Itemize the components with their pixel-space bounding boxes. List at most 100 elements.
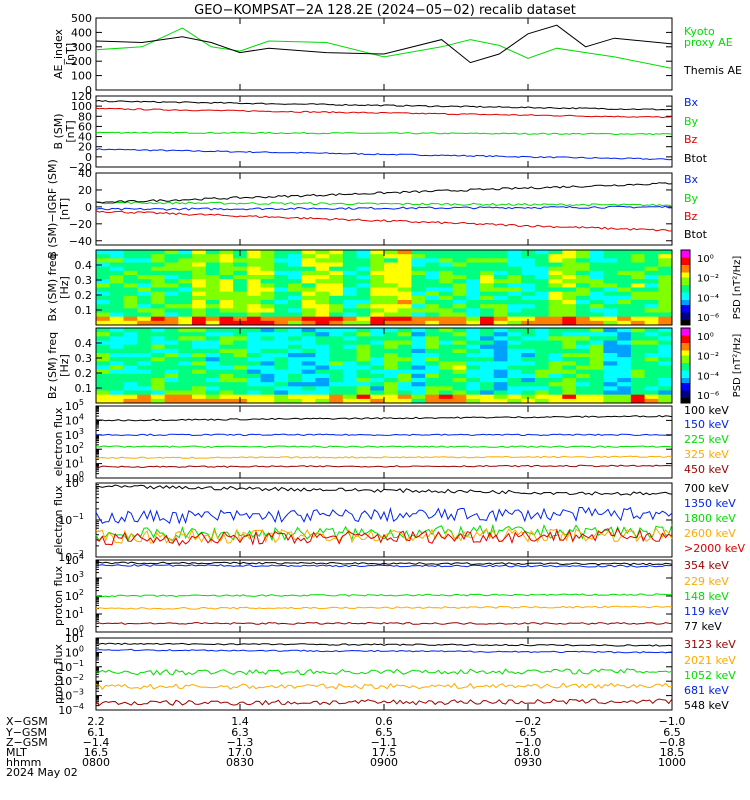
legend-label-8-1: 354 keV: [684, 559, 729, 572]
ytick-label: −20: [69, 161, 92, 174]
ylabel-electron-flux-2: electron flux: [52, 485, 65, 554]
legend-label-8-4: 119 keV: [684, 605, 729, 618]
series-line-7-4: [95, 527, 673, 545]
ytick-label: 20: [78, 184, 92, 197]
legend-label-2-1: Bx: [684, 96, 699, 109]
footer-value-hhmm: 1000: [658, 756, 686, 769]
colorbar-tick-label: 10⁻⁶: [697, 391, 719, 402]
legend-label-8-2: 229 keV: [684, 575, 729, 588]
series-line-3-2: [95, 201, 673, 207]
ylabel-proton-flux-1: proton flux: [52, 566, 65, 626]
footer-value-x: 2.2: [87, 715, 105, 728]
ytick-label: 100: [71, 100, 92, 113]
colorbar-tick-label: 10⁻⁶: [697, 313, 719, 324]
series-line-7-2: [95, 506, 673, 525]
legend-label-6-1: 100 keV: [684, 404, 729, 417]
series-line-8-2: [95, 605, 673, 610]
series-line-6-5: [95, 464, 673, 468]
footer-value-y: 6.1: [87, 726, 105, 739]
footer-row-label: MLT: [6, 746, 27, 759]
series-line-9-1: [95, 698, 673, 707]
spectrogram-5: [96, 328, 673, 404]
colorbar-label: PSD [nT²/Hz]: [732, 256, 743, 320]
footer-value-x: −1.0: [659, 715, 686, 728]
ytick-label: 400: [71, 26, 92, 39]
legend-label-1-1: Kyoto: [684, 25, 715, 38]
ylabel-spectrogram-5: Bz (SM) freq[Hz]: [46, 332, 71, 399]
series-line-2-2: [95, 131, 673, 136]
series-line-3-3: [95, 210, 673, 232]
ytick-label: 0.4: [75, 337, 93, 350]
legend-label-8-5: 77 keV: [684, 620, 722, 633]
legend-label-9-4: 681 keV: [684, 684, 729, 697]
colorbar-5: [680, 327, 691, 404]
series-line-8-3: [95, 593, 673, 598]
colorbar-4: [680, 249, 691, 326]
plot-title: GEO−KOMPSAT−2A 128.2E (2024−05−02) recal…: [194, 3, 576, 18]
legend-label-3-4: Btot: [684, 228, 708, 241]
ytick-label: −40: [69, 235, 92, 248]
legend-label-7-5: >2000 keV: [684, 542, 745, 555]
series-line-1-2: [95, 24, 673, 64]
series-line-9-2: [95, 682, 673, 690]
ytick-label: 101: [65, 456, 84, 471]
legend-label-9-2: 2021 keV: [684, 654, 736, 667]
series-line-2-1: [95, 148, 673, 161]
series-line-2-4: [95, 99, 673, 111]
series-line-6-4: [95, 455, 673, 459]
colorbar-tick-label: 10⁻⁴: [697, 293, 719, 304]
ytick-label: 120: [71, 90, 92, 103]
series-line-9-3: [95, 668, 673, 676]
series-line-6-2: [95, 433, 673, 437]
legend-label-6-4: 325 keV: [684, 448, 729, 461]
legend-label-3-2: By: [684, 192, 699, 205]
legend-label-7-3: 1800 keV: [684, 512, 736, 525]
legend-label-3-1: Bx: [684, 173, 699, 186]
ytick-label: 101: [65, 630, 84, 645]
footer-value-mlt: 18.0: [516, 746, 541, 759]
series-line-6-1: [95, 414, 673, 422]
ytick-label: 40: [78, 131, 92, 144]
ytick-label: 100: [65, 644, 84, 659]
ytick-label: 0.2: [75, 367, 93, 380]
ytick-label: 0: [85, 151, 92, 164]
legend-label-7-1: 700 keV: [684, 482, 729, 495]
ytick-label: 102: [65, 441, 84, 456]
footer-row-label: X−GSM: [6, 715, 48, 728]
footer-value-z: −1.4: [83, 736, 110, 749]
footer-value-hhmm: 0900: [370, 756, 398, 769]
footer-value-hhmm: 0930: [514, 756, 542, 769]
spectrogram-4: [96, 250, 673, 326]
series-line-8-1: [95, 621, 673, 625]
legend-label-1-2: Themis AE: [683, 64, 742, 77]
footer-value-mlt: 18.5: [660, 746, 685, 759]
ytick-label: 0.4: [75, 259, 93, 272]
legend-label-6-3: 225 keV: [684, 433, 729, 446]
footer-value-z: −1.1: [371, 736, 398, 749]
ylabel-proton-flux-2: proton flux: [52, 644, 65, 704]
colorbar-tick-label: 10⁻²: [697, 352, 719, 363]
ytick-label: 60: [78, 120, 92, 133]
footer-row-label: Z−GSM: [6, 736, 48, 749]
footer-value-y: 6.5: [375, 726, 393, 739]
ytick-label: 80: [78, 110, 92, 123]
series-line-1-1: [95, 27, 673, 69]
ytick-label: 105: [65, 398, 84, 413]
ytick-label: 100: [65, 475, 84, 490]
colorbar-tick-label: 10⁰: [697, 254, 714, 265]
footer-row-label: Y−GSM: [5, 726, 47, 739]
colorbar-tick-label: 10⁻²: [697, 274, 719, 285]
legend-label-6-5: 450 keV: [684, 463, 729, 476]
ytick-label: 40: [78, 167, 92, 180]
ytick-label: 101: [65, 606, 84, 621]
footer-value-mlt: 17.5: [372, 746, 397, 759]
ytick-label: 103: [65, 427, 84, 442]
legend-label-1-1: proxy AE: [684, 36, 733, 49]
legend-label-9-1: 3123 keV: [684, 638, 736, 651]
series-line-9-4: [95, 648, 673, 654]
colorbar-label: PSD [nT²/Hz]: [732, 334, 743, 398]
legend-label-6-2: 150 keV: [684, 418, 729, 431]
ylabel-electron-flux-1: electron flux: [52, 407, 65, 476]
panel-frame-2: [95, 95, 673, 168]
